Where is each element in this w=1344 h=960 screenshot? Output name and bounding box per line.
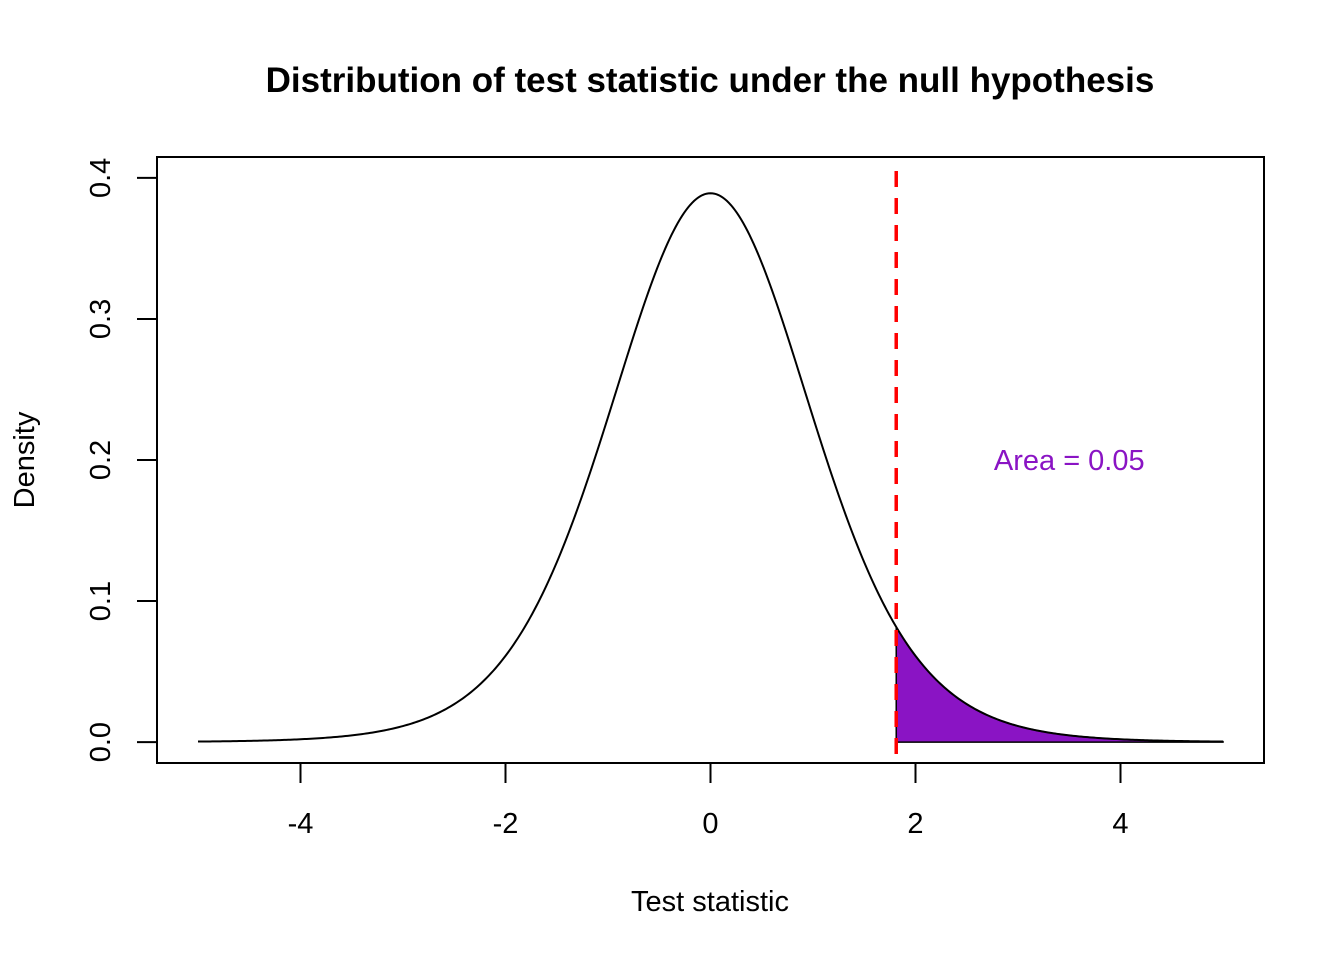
y-tick-label: 0.4 — [85, 158, 117, 198]
x-tick-label: 4 — [1112, 808, 1128, 840]
area-annotation: Area = 0.05 — [994, 445, 1145, 477]
plot-area: Area = 0.05 — [197, 171, 1224, 763]
x-tick-label: 2 — [907, 808, 923, 840]
y-axis: 0.0 0.1 0.2 0.3 0.4 — [85, 158, 158, 762]
y-tick-label: 0.3 — [85, 299, 117, 339]
y-tick-label: 0.2 — [85, 440, 117, 480]
y-axis-label: Density — [9, 411, 41, 508]
y-tick-label: 0.0 — [85, 722, 117, 762]
shaded-tail-area — [895, 624, 1224, 743]
x-tick-label: -4 — [288, 808, 314, 840]
x-axis: -4 -2 0 2 4 — [288, 762, 1129, 840]
x-axis-label: Test statistic — [631, 886, 789, 918]
y-tick-label: 0.1 — [85, 581, 117, 621]
x-tick-label: 0 — [702, 808, 718, 840]
density-curve — [197, 192, 1224, 743]
x-tick-label: -2 — [493, 808, 519, 840]
chart-title: Distribution of test statistic under the… — [266, 61, 1155, 100]
